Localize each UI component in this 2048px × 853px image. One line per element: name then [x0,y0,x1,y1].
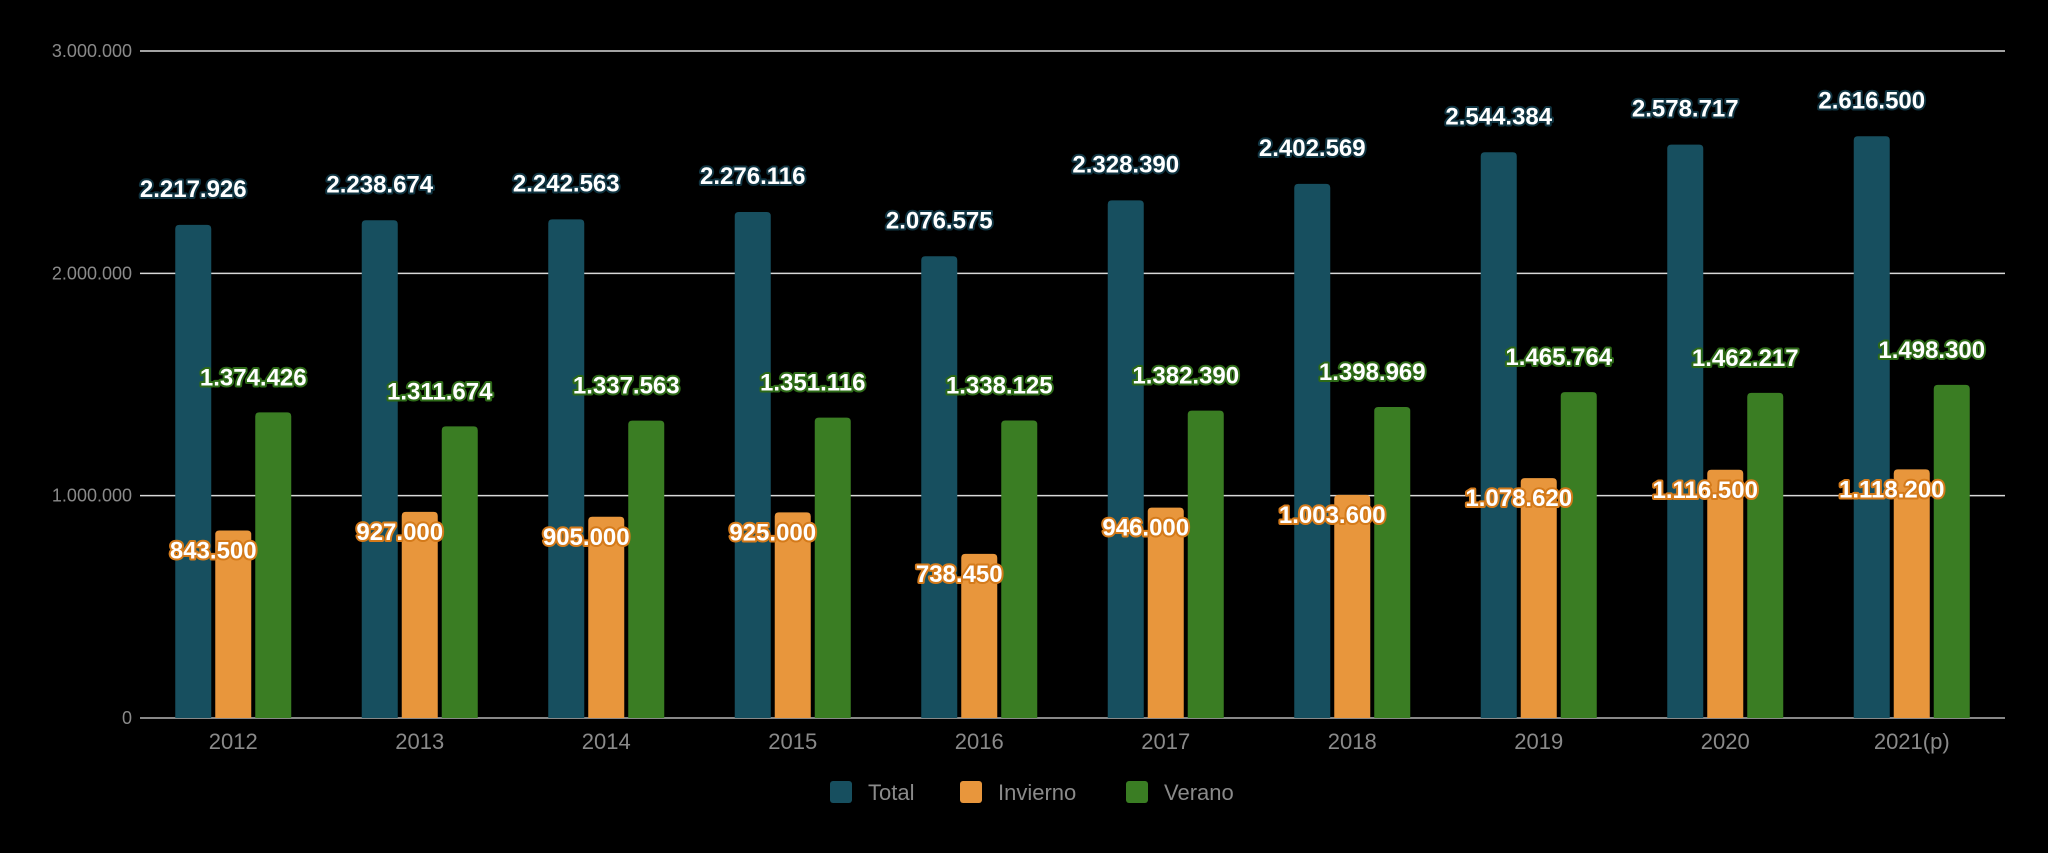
bar-invierno-2015 [774,512,811,718]
data-label-invierno-2013: 927.000 [356,519,443,546]
bar-invierno-2018 [1334,494,1371,718]
bar-verano-2021(p) [1933,384,1970,718]
x-tick-label: 2021(p) [1874,729,1950,754]
data-label-total-2014: 2.242.563 [513,170,620,197]
x-tick-label: 2013 [395,729,444,754]
data-label-invierno-2017: 946.000 [1102,515,1189,542]
data-label-invierno-2014: 905.000 [543,524,630,551]
legend-swatch [960,781,982,803]
bars [175,136,1970,719]
data-label-verano-2020: 1.462.217 [1692,345,1799,372]
data-label-invierno-2020: 1.116.500 [1653,477,1758,504]
legend: Total Invierno Verano [830,780,1234,805]
bar-invierno-2013 [401,511,438,718]
bar-total-2019 [1480,152,1517,718]
bar-total-2020 [1667,144,1704,718]
data-label-verano-2018: 1.398.969 [1319,359,1426,386]
bar-verano-2014 [628,420,665,718]
x-tick-label: 2017 [1141,729,1190,754]
data-label-total-2018: 2.402.569 [1259,135,1366,162]
data-labels: 2.217.926 843.500 1.374.426 2.238.674 927.00… [138,85,1987,590]
x-tick-label: 2012 [209,729,258,754]
bar-invierno-2021(p) [1893,469,1930,718]
data-label-total-2019: 2.544.384 [1445,103,1552,130]
x-tick-label: 2019 [1514,729,1563,754]
y-axis-ticks: 0 1.000.000 2.000.000 3.000.000 [52,41,132,728]
bar-verano-2020 [1747,392,1784,718]
y-tick-label: 0 [122,708,132,728]
legend-item-total: Total [830,780,914,805]
x-tick-label: 2015 [768,729,817,754]
legend-item-invierno: Invierno [960,780,1076,805]
x-tick-label: 2016 [955,729,1004,754]
bar-total-2017 [1107,200,1144,718]
bar-total-2018 [1294,183,1331,718]
legend-swatch [1126,781,1148,803]
data-label-verano-2021(p): 1.498.300 [1878,337,1985,364]
data-label-verano-2014: 1.337.563 [573,373,680,400]
data-label-total-2016: 2.076.575 [886,207,993,234]
bar-total-2012 [175,224,212,719]
bar-invierno-2014 [588,516,625,718]
data-label-verano-2019: 1.465.764 [1505,344,1612,371]
data-label-total-2020: 2.578.717 [1632,96,1739,123]
data-label-total-2015: 2.276.116 [700,163,805,190]
bar-total-2015 [734,211,771,718]
bar-invierno-2019 [1520,478,1557,718]
legend-swatch [830,781,852,803]
bar-verano-2015 [814,417,851,718]
bar-total-2014 [548,219,585,718]
bar-verano-2017 [1187,410,1224,718]
data-label-verano-2015: 1.351.116 [760,370,865,397]
data-label-total-2021(p): 2.616.500 [1818,87,1925,114]
data-label-verano-2017: 1.382.390 [1132,363,1239,390]
data-label-verano-2016: 1.338.125 [946,372,1053,399]
bar-verano-2016 [1001,420,1038,718]
y-tick-label: 2.000.000 [52,263,132,283]
x-axis-ticks: 2012 2013 2014 2015 2016 2017 2018 2019 2020 2021… [209,729,1950,754]
data-label-invierno-2015: 925.000 [729,519,816,546]
data-label-invierno-2012: 843.500 [170,537,257,564]
data-label-verano-2013: 1.311.674 [387,378,493,405]
y-tick-label: 3.000.000 [52,41,132,61]
data-label-invierno-2021(p): 1.118.200 [1839,476,1944,503]
x-tick-label: 2020 [1701,729,1750,754]
legend-item-verano: Verano [1126,780,1234,805]
data-label-invierno-2018: 1.003.600 [1279,502,1386,529]
bar-invierno-2012 [215,530,252,718]
bar-invierno-2020 [1707,469,1744,718]
bar-invierno-2016 [961,553,998,718]
bar-verano-2018 [1374,406,1411,718]
x-tick-label: 2018 [1328,729,1377,754]
data-label-invierno-2019: 1.078.620 [1465,485,1572,512]
bar-verano-2019 [1560,392,1597,718]
bar-total-2013 [361,220,398,719]
y-tick-label: 1.000.000 [52,486,132,506]
data-label-total-2013: 2.238.674 [326,171,433,198]
bar-invierno-2017 [1147,507,1184,718]
bar-verano-2012 [255,412,292,718]
x-tick-label: 2014 [582,729,631,754]
data-label-total-2017: 2.328.390 [1072,151,1179,178]
data-label-invierno-2016: 738.450 [916,561,1003,588]
legend-label: Invierno [998,780,1076,805]
data-label-total-2012: 2.217.926 [140,176,247,203]
legend-label: Total [868,780,914,805]
data-label-verano-2012: 1.374.426 [200,364,307,391]
bar-total-2021(p) [1853,136,1890,718]
bar-verano-2013 [441,426,478,718]
bar-total-2016 [921,256,958,718]
legend-label: Verano [1164,780,1234,805]
